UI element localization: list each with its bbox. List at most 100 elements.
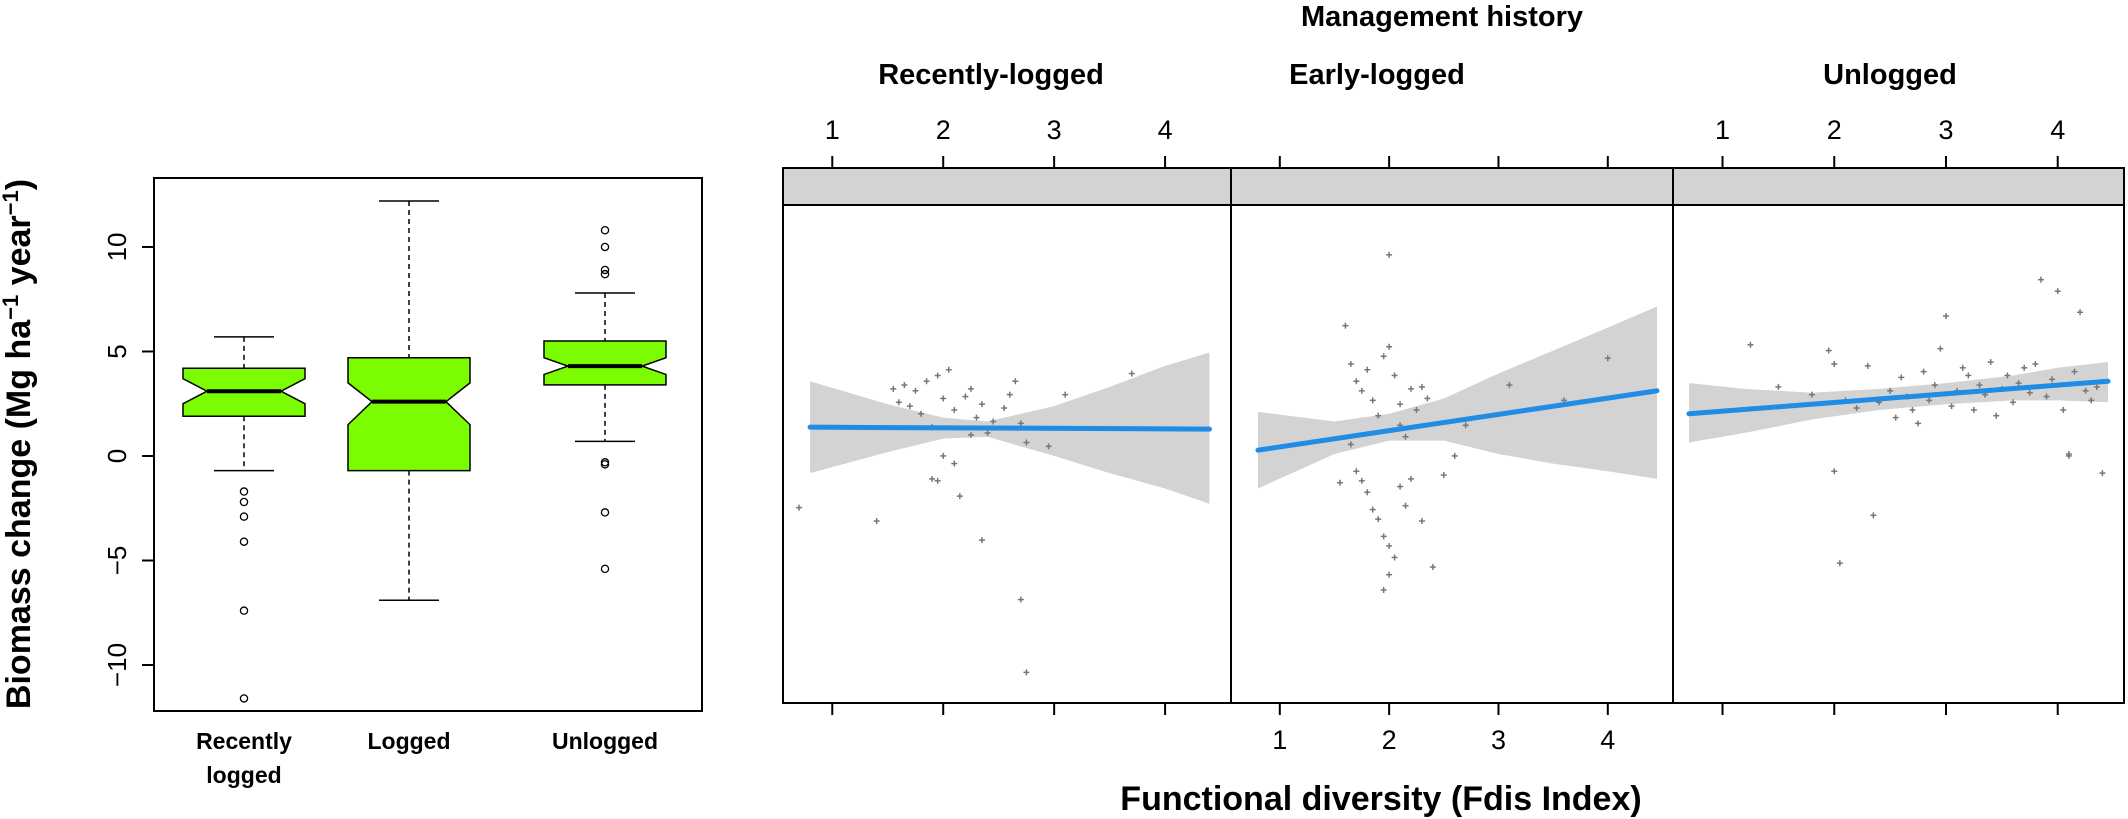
data-point xyxy=(1380,353,1387,360)
data-point xyxy=(1045,443,1052,450)
data-point xyxy=(1006,391,1013,398)
data-point xyxy=(940,395,947,402)
facet-panel: Recently-logged 1 2 3 4 xyxy=(782,59,1232,715)
data-point xyxy=(1451,452,1458,459)
data-point xyxy=(1418,518,1425,525)
data-point xyxy=(956,493,963,500)
category-label: Logged xyxy=(367,728,450,754)
data-point xyxy=(2060,406,2067,413)
data-point xyxy=(890,385,897,392)
y-tick-label: −5 xyxy=(102,546,132,576)
facet-panel: Unlogged 1 2 3 4 xyxy=(1672,59,2125,715)
x-tick-label: 2 xyxy=(936,115,951,145)
data-point xyxy=(973,414,980,421)
ylabel-superscript: −1 xyxy=(0,295,23,320)
data-point xyxy=(1369,506,1376,513)
confidence-band xyxy=(1689,362,2108,443)
data-point xyxy=(2004,372,2011,379)
data-point xyxy=(1429,564,1436,571)
data-point xyxy=(2099,470,2106,477)
outlier-point xyxy=(239,487,249,496)
data-point xyxy=(1369,397,1376,404)
facet-panel-title: Unlogged xyxy=(1823,59,1957,91)
boxplot-category-labels: Recently logged Logged Unlogged xyxy=(196,728,658,788)
outlier-point xyxy=(239,537,249,546)
outlier-point xyxy=(600,508,610,517)
data-point xyxy=(951,406,958,413)
data-point xyxy=(1942,313,1949,320)
data-point xyxy=(873,518,880,525)
facet-title: Management history xyxy=(1301,1,1583,33)
data-point xyxy=(912,387,919,394)
data-point xyxy=(2021,364,2028,371)
facet-plot-area xyxy=(1672,204,2125,704)
data-point xyxy=(1342,322,1349,329)
box-body xyxy=(347,357,471,472)
data-point xyxy=(1892,414,1899,421)
y-tick-label: −10 xyxy=(102,643,132,687)
x-tick-label: 4 xyxy=(1600,725,1615,755)
data-point xyxy=(951,460,958,467)
data-point xyxy=(1948,403,1955,410)
data-point xyxy=(1965,372,1972,379)
boxplot-y-axis: −10 −5 0 5 10 xyxy=(102,233,154,687)
data-point xyxy=(2032,360,2039,367)
data-point xyxy=(1825,347,1832,354)
data-point xyxy=(1347,441,1354,448)
boxplot-frame xyxy=(153,177,703,712)
data-point xyxy=(1440,472,1447,479)
outlier-point xyxy=(239,694,249,703)
fitted-line xyxy=(1686,378,2111,417)
data-point xyxy=(1402,502,1409,509)
data-point xyxy=(1386,343,1393,350)
data-point xyxy=(1397,401,1404,408)
y-tick-label: 0 xyxy=(102,449,132,463)
confidence-band xyxy=(1257,306,1657,489)
data-point xyxy=(1747,341,1754,348)
facet-panel-title: Early-logged xyxy=(1289,59,1465,91)
data-point xyxy=(2071,368,2078,375)
fitted-line xyxy=(1255,388,1660,453)
data-point xyxy=(1970,406,1977,413)
data-point xyxy=(967,431,974,438)
data-point xyxy=(1604,355,1611,362)
outlier-point xyxy=(600,564,610,574)
data-point xyxy=(2054,288,2061,295)
data-point xyxy=(923,378,930,385)
outlier-point xyxy=(239,497,249,507)
data-point xyxy=(1001,405,1008,412)
outlier-point xyxy=(600,269,610,279)
data-point xyxy=(796,504,802,511)
data-point xyxy=(1128,370,1135,377)
data-point xyxy=(1347,360,1354,367)
facet-x-axis-label: Functional diversity (Fdis Index) xyxy=(1120,780,1641,818)
facet-strip xyxy=(782,167,1232,206)
data-point xyxy=(1808,391,1815,398)
data-point xyxy=(2026,389,2033,396)
ylabel-superscript: −1 xyxy=(0,190,23,215)
data-point xyxy=(1887,387,1894,394)
x-tick-label: 4 xyxy=(2050,115,2065,145)
data-point xyxy=(1987,359,1994,366)
data-point xyxy=(1386,571,1393,578)
data-point xyxy=(1386,542,1393,549)
data-point xyxy=(2065,451,2072,457)
data-point xyxy=(979,401,986,408)
data-point xyxy=(940,452,947,459)
ylabel-part: year xyxy=(0,215,38,294)
boxplot-boxes xyxy=(182,200,667,703)
data-point xyxy=(1926,397,1933,404)
data-point xyxy=(979,537,986,544)
data-point xyxy=(1380,586,1387,593)
ylabel-part: ) xyxy=(0,179,38,190)
data-point xyxy=(990,418,997,425)
data-point xyxy=(2077,309,2084,316)
fitted-line xyxy=(807,424,1212,432)
data-point xyxy=(1380,533,1387,540)
data-point xyxy=(1012,378,1019,385)
data-point xyxy=(1993,412,2000,419)
data-point xyxy=(984,429,991,436)
facet-panel-title: Recently-logged xyxy=(878,59,1104,91)
data-point xyxy=(895,399,902,406)
